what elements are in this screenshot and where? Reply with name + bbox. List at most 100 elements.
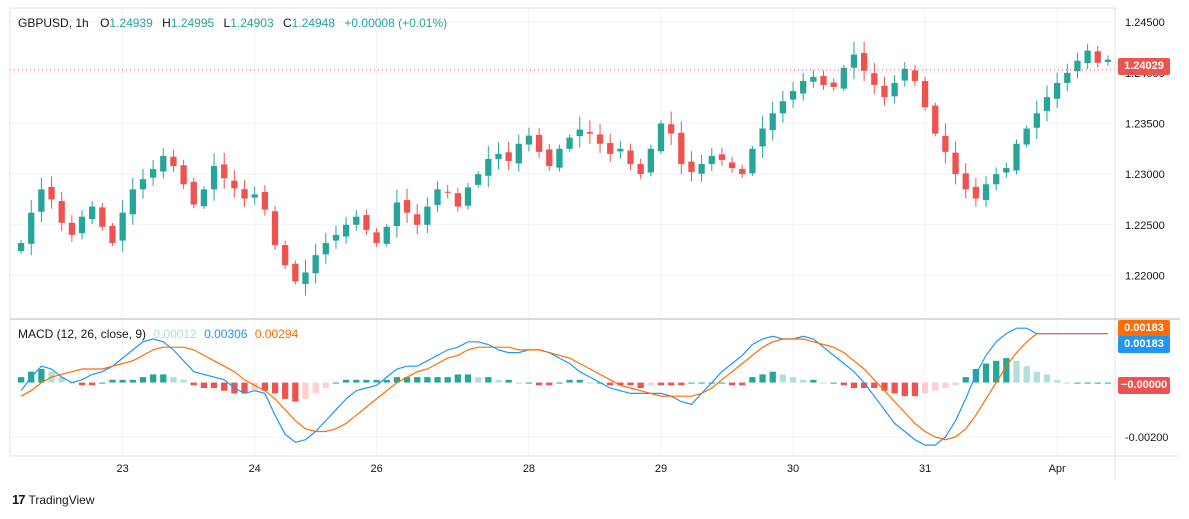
histogram-bar[interactable]	[342, 379, 350, 383]
histogram-bar[interactable]	[820, 382, 827, 384]
candle-body[interactable]	[454, 193, 461, 207]
histogram-bar[interactable]	[200, 382, 208, 388]
histogram-bar[interactable]	[221, 382, 228, 391]
histogram-bar[interactable]	[566, 379, 573, 383]
histogram-bar[interactable]	[525, 382, 533, 384]
candle-body[interactable]	[1064, 72, 1071, 83]
histogram-bar[interactable]	[241, 382, 248, 394]
histogram-bar[interactable]	[789, 377, 797, 383]
histogram-bar[interactable]	[1094, 382, 1101, 384]
candle-body[interactable]	[403, 200, 411, 213]
candle-body[interactable]	[759, 128, 766, 147]
candle-body[interactable]	[28, 212, 35, 244]
histogram-bar[interactable]	[485, 377, 492, 383]
histogram-bar[interactable]	[38, 368, 45, 383]
candle-body[interactable]	[383, 226, 390, 244]
histogram-bar[interactable]	[322, 382, 329, 388]
candle-body[interactable]	[596, 134, 604, 144]
candle-body[interactable]	[942, 136, 949, 152]
candle-body[interactable]	[881, 85, 888, 98]
candle-body[interactable]	[505, 152, 512, 161]
candle-body[interactable]	[282, 245, 289, 266]
histogram-bar[interactable]	[850, 382, 858, 388]
candle-body[interactable]	[129, 189, 136, 215]
candle-body[interactable]	[982, 184, 990, 201]
interval-label[interactable]: 1h	[75, 16, 89, 30]
candle-body[interactable]	[109, 226, 116, 244]
candle-body[interactable]	[789, 91, 797, 100]
candle-body[interactable]	[708, 155, 715, 165]
time-axis[interactable]: 23242628293031Apr4	[117, 463, 1189, 475]
candle-body[interactable]	[556, 148, 563, 168]
symbol-legend[interactable]: GBPUSD, 1h O1.24939 H1.24995 L1.24903 C1…	[18, 16, 448, 30]
histogram-bar[interactable]	[78, 382, 86, 386]
histogram-bar[interactable]	[678, 382, 685, 386]
candle-body[interactable]	[962, 173, 969, 190]
candle-body[interactable]	[1003, 168, 1010, 173]
candle-body[interactable]	[38, 189, 45, 212]
histogram-bar[interactable]	[952, 382, 959, 386]
candle-body[interactable]	[850, 54, 858, 68]
candle-body[interactable]	[728, 162, 736, 169]
candle-body[interactable]	[810, 76, 817, 82]
histogram-bar[interactable]	[586, 382, 594, 384]
histogram-bar[interactable]	[393, 377, 401, 383]
candle-body[interactable]	[820, 76, 827, 85]
candle-body[interactable]	[637, 164, 644, 175]
histogram-bar[interactable]	[434, 377, 441, 383]
histogram-bar[interactable]	[292, 382, 299, 402]
histogram-bar[interactable]	[891, 382, 898, 394]
candle-body[interactable]	[160, 155, 167, 172]
histogram-bar[interactable]	[109, 379, 116, 383]
histogram-bar[interactable]	[698, 382, 705, 384]
histogram-bar[interactable]	[657, 382, 665, 386]
candle-body[interactable]	[860, 52, 868, 71]
candle-body[interactable]	[993, 174, 1000, 185]
candle-body[interactable]	[78, 216, 86, 234]
histogram-bar[interactable]	[505, 379, 512, 383]
candle-body[interactable]	[424, 206, 431, 225]
histogram-bar[interactable]	[160, 374, 167, 383]
candle-body[interactable]	[48, 186, 55, 200]
histogram-bar[interactable]	[403, 377, 411, 383]
histogram-bar[interactable]	[302, 382, 309, 399]
macd-line[interactable]	[20, 327, 1108, 446]
histogram-bar[interactable]	[881, 382, 888, 391]
histogram-bar[interactable]	[1033, 371, 1040, 383]
candle-body[interactable]	[1023, 128, 1030, 145]
candle-body[interactable]	[830, 82, 837, 88]
histogram-bar[interactable]	[1084, 382, 1091, 384]
candle-body[interactable]	[678, 132, 685, 165]
candle-body[interactable]	[261, 191, 269, 210]
histogram-bar[interactable]	[251, 382, 258, 391]
histogram-bar[interactable]	[444, 377, 451, 383]
candle-body[interactable]	[292, 263, 299, 282]
histogram-bar[interactable]	[871, 382, 878, 388]
histogram-bar[interactable]	[414, 377, 421, 383]
candle-body[interactable]	[871, 73, 878, 85]
histogram-bar[interactable]	[840, 382, 847, 386]
candle-body[interactable]	[210, 166, 218, 190]
histogram-bar[interactable]	[993, 360, 1000, 383]
candle-body[interactable]	[1033, 113, 1040, 128]
candle-body[interactable]	[363, 215, 370, 230]
histogram-bar[interactable]	[942, 382, 949, 388]
candle-body[interactable]	[200, 189, 208, 207]
candle-body[interactable]	[1094, 51, 1101, 63]
histogram-bar[interactable]	[383, 379, 390, 383]
histogram-bar[interactable]	[515, 382, 522, 384]
histogram-bar[interactable]	[17, 377, 25, 383]
candle-body[interactable]	[586, 132, 594, 134]
histogram-bar[interactable]	[495, 379, 502, 383]
histogram-bar[interactable]	[739, 382, 746, 386]
histogram-bar[interactable]	[99, 382, 106, 384]
histogram-bar[interactable]	[312, 382, 319, 394]
histogram-bar[interactable]	[1104, 382, 1112, 384]
histogram-bar[interactable]	[830, 382, 837, 384]
histogram-bar[interactable]	[637, 382, 644, 388]
candle-body[interactable]	[353, 216, 360, 225]
histogram-bar[interactable]	[647, 382, 654, 386]
histogram-bar[interactable]	[1013, 360, 1020, 383]
histogram-bar[interactable]	[932, 382, 939, 391]
